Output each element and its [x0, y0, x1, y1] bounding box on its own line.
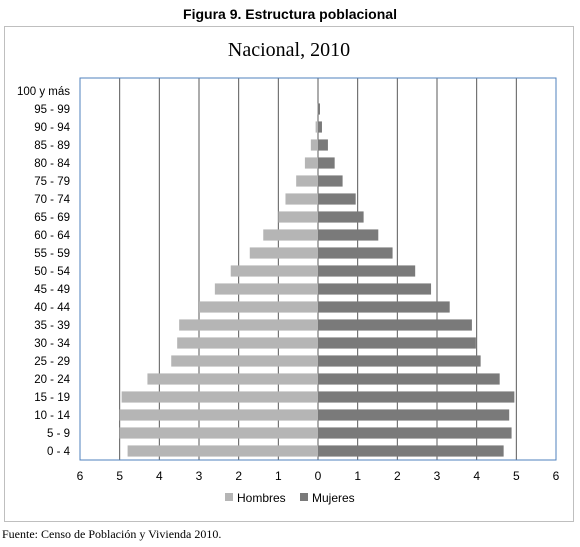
bar-hombres: [119, 427, 319, 439]
bar-mujeres: [318, 427, 512, 439]
bar-hombres: [310, 139, 318, 151]
legend-swatch-mujeres: [300, 493, 308, 501]
bar-mujeres: [318, 103, 320, 115]
bar-hombres: [296, 175, 318, 187]
x-tick-label: 4: [473, 469, 480, 483]
category-label: 5 - 9: [47, 428, 70, 440]
bar-hombres: [214, 283, 318, 295]
bar-mujeres: [318, 373, 500, 385]
legend-label-hombres: Hombres: [237, 491, 286, 505]
bar-hombres: [121, 391, 319, 403]
x-tick-label: 3: [196, 469, 203, 483]
x-tick-label: 0: [315, 469, 322, 483]
bar-hombres: [127, 445, 318, 457]
x-tick-label: 6: [553, 469, 560, 483]
population-pyramid-chart: Nacional, 2010 100 y más 95 - 99 90 - 94 85 …: [17, 39, 560, 505]
bar-mujeres: [318, 355, 481, 367]
category-label: 85 - 89: [34, 140, 70, 152]
bar-hombres: [119, 409, 319, 421]
bar-mujeres: [318, 139, 328, 151]
bar-mujeres: [318, 175, 343, 187]
bar-mujeres: [318, 391, 515, 403]
bar-mujeres: [318, 337, 476, 349]
bar-mujeres: [318, 283, 432, 295]
category-label: 35 - 39: [34, 320, 70, 332]
bar-hombres: [263, 229, 318, 241]
category-label: 50 - 54: [34, 266, 70, 278]
plot-area-border: [79, 77, 557, 461]
bar-hombres: [278, 211, 318, 223]
x-tick-label: 5: [513, 469, 520, 483]
x-tick-label: 2: [394, 469, 401, 483]
x-tick-label: 1: [354, 469, 361, 483]
bar-hombres: [179, 319, 318, 331]
category-label: 40 - 44: [34, 302, 70, 314]
category-label: 45 - 49: [34, 284, 70, 296]
x-tick-label: 5: [116, 469, 123, 483]
category-label: 0 - 4: [47, 446, 71, 458]
legend-swatch-hombres: [225, 493, 233, 501]
bar-hombres: [315, 121, 318, 133]
bar-mujeres: [318, 193, 356, 205]
chart-frame: [4, 26, 574, 522]
bar-hombres: [147, 373, 318, 385]
legend-label-mujeres: Mujeres: [312, 491, 355, 505]
category-label: 70 - 74: [34, 194, 70, 206]
bar-mujeres: [318, 409, 510, 421]
category-label: 95 - 99: [34, 104, 70, 116]
bar-hombres: [171, 355, 318, 367]
category-label: 75 - 79: [34, 176, 70, 188]
bar-mujeres: [318, 121, 322, 133]
x-tick-label: 4: [156, 469, 163, 483]
category-label: 65 - 69: [34, 212, 70, 224]
category-label: 10 - 14: [34, 410, 70, 422]
bar-mujeres: [318, 247, 393, 259]
x-tick-label: 2: [235, 469, 242, 483]
category-label: 15 - 19: [34, 392, 70, 404]
category-label: 60 - 64: [34, 230, 70, 242]
figure-title: Figura 9. Estructura poblacional: [183, 6, 397, 22]
bar-mujeres: [318, 301, 450, 313]
category-label: 55 - 59: [34, 248, 70, 260]
x-tick-label: 3: [434, 469, 441, 483]
bar-hombres: [285, 193, 318, 205]
x-tick-label: 1: [275, 469, 282, 483]
category-label: 30 - 34: [34, 338, 70, 350]
bar-hombres: [249, 247, 318, 259]
chart-title: Nacional, 2010: [228, 39, 350, 61]
bar-hombres: [230, 265, 318, 277]
category-label: 90 - 94: [34, 122, 70, 134]
x-tick-label: 6: [77, 469, 84, 483]
bar-mujeres: [318, 265, 416, 277]
category-label: 25 - 29: [34, 356, 70, 368]
bar-mujeres: [318, 229, 379, 241]
bar-hombres: [199, 301, 318, 313]
source-note: Fuente: Censo de Población y Vivienda 20…: [2, 527, 222, 541]
category-label: 100 y más: [17, 86, 70, 98]
bar-hombres: [304, 157, 318, 169]
bar-mujeres: [318, 157, 335, 169]
category-label: 20 - 24: [34, 374, 70, 386]
bar-hombres: [317, 103, 318, 115]
bar-mujeres: [318, 319, 472, 331]
bar-mujeres: [318, 211, 364, 223]
bar-hombres: [177, 337, 318, 349]
bar-mujeres: [318, 445, 504, 457]
category-label: 80 - 84: [34, 158, 70, 170]
